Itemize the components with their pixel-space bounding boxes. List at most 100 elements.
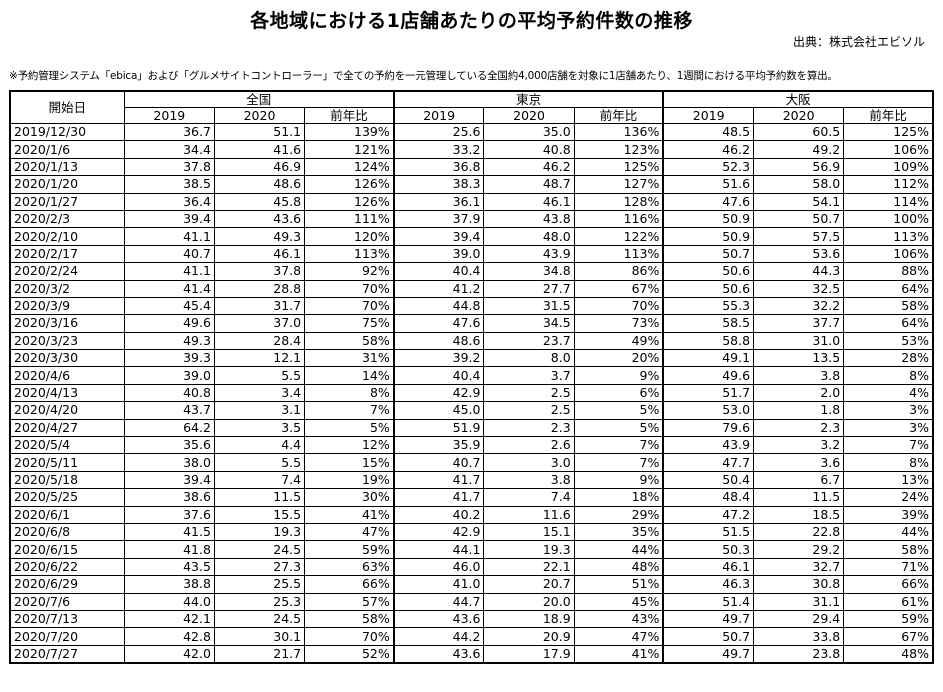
osaka-2020-cell: 29.2	[753, 540, 845, 559]
table-row: 2020/7/13 42.1 24.5 58% 43.6 18.9 43% 49.7 29.4 5…	[9, 609, 934, 629]
osaka-2020-cell: 31.1	[753, 592, 845, 611]
national-yoy-cell: 92%	[304, 262, 395, 281]
osaka-2020-cell: 31.0	[753, 331, 845, 351]
tokyo-2019-cell: 36.8	[392, 157, 485, 177]
osaka-2020-cell: 32.7	[753, 557, 845, 577]
tokyo-2019-cell: 39.2	[392, 349, 485, 368]
national-2020-cell: 30.1	[213, 627, 306, 646]
osaka-yoy-cell: 7%	[843, 436, 934, 455]
national-2020-cell: 4.4	[213, 436, 306, 455]
tokyo-2019-cell: 35.9	[392, 436, 485, 455]
osaka-2019-cell: 50.6	[662, 279, 755, 298]
tokyo-yoy-cell: 45%	[573, 592, 664, 611]
start-date-cell: 2020/6/22	[9, 557, 125, 577]
national-2020-cell: 15.5	[213, 505, 306, 524]
tokyo-2020-cell: 2.6	[483, 436, 575, 455]
start-date-cell: 2020/6/15	[9, 540, 125, 559]
tokyo-2019-cell: 45.0	[392, 401, 485, 420]
tokyo-2019-cell: 41.0	[392, 575, 485, 594]
tokyo-yoy-cell: 70%	[573, 296, 664, 316]
national-yoy-cell: 111%	[304, 209, 395, 229]
osaka-yoy-cell: 100%	[843, 209, 934, 229]
tokyo-yoy-cell: 44%	[573, 540, 664, 559]
national-2020-cell: 48.6	[213, 175, 306, 194]
table-row: 2020/5/4 35.6 4.4 12% 35.9 2.6 7% 43.9 3.2 7%	[9, 436, 934, 455]
osaka-2020-cell: 22.8	[753, 522, 845, 542]
osaka-2019-cell: 51.6	[662, 175, 755, 194]
osaka-2019-cell: 58.5	[662, 314, 755, 333]
tokyo-2020-cell: 48.7	[483, 175, 575, 194]
start-date-cell: 2020/4/20	[9, 401, 125, 420]
tokyo-2019-cell: 25.6	[392, 122, 485, 142]
osaka-yoy-cell: 113%	[843, 227, 934, 246]
osaka-2019-cell: 58.8	[662, 331, 755, 351]
tokyo-2019-cell: 51.9	[392, 418, 485, 438]
osaka-yoy-cell: 24%	[843, 488, 934, 507]
start-date-cell: 2020/6/1	[9, 505, 125, 524]
national-yoy-cell: 70%	[304, 279, 395, 298]
tokyo-yoy-cell: 48%	[573, 557, 664, 577]
tokyo-2020-cell: 20.7	[483, 575, 575, 594]
national-2019-cell: 49.3	[123, 331, 215, 351]
national-2019-cell: 38.0	[123, 453, 215, 472]
tokyo-2019-cell: 44.7	[392, 592, 485, 611]
national-2019-cell: 35.6	[123, 436, 215, 455]
tokyo-2020-cell: 34.5	[483, 314, 575, 333]
national-2020-cell: 37.0	[213, 314, 306, 333]
national-2020-cell: 46.9	[213, 157, 306, 177]
tokyo-yoy-cell: 51%	[573, 575, 664, 594]
tokyo-2020-cell: 2.5	[483, 383, 575, 403]
osaka-2020-cell: 29.4	[753, 609, 845, 629]
osaka-2020-cell: 13.5	[753, 349, 845, 368]
osaka-2020-cell: 2.0	[753, 383, 845, 403]
tokyo-2020-cell: 46.1	[483, 192, 575, 211]
tokyo-yoy-cell: 7%	[573, 436, 664, 455]
tokyo-yoy-cell: 9%	[573, 366, 664, 385]
table-row: 2020/4/6 39.0 5.5 14% 40.4 3.7 9% 49.6 3.8 8%	[9, 366, 934, 385]
tokyo-2019-cell: 40.4	[392, 262, 485, 281]
osaka-2020-cell: 3.8	[753, 366, 845, 385]
tokyo-yoy-cell: 128%	[573, 192, 664, 211]
tokyo-2020-cell: 48.0	[483, 227, 575, 246]
tokyo-2020-cell: 27.7	[483, 279, 575, 298]
table-row: 2020/4/13 40.8 3.4 8% 42.9 2.5 6% 51.7 2.0 4%	[9, 383, 934, 403]
osaka-2019-cell: 50.4	[662, 470, 755, 490]
osaka-2020-cell: 3.2	[753, 436, 845, 455]
osaka-yoy-cell: 61%	[843, 592, 934, 611]
tokyo-2019-cell: 47.6	[392, 314, 485, 333]
national-yoy-cell: 126%	[304, 192, 395, 211]
national-yoy-cell: 113%	[304, 244, 395, 264]
table-row: 2020/2/3 39.4 43.6 111% 37.9 43.8 116% 50.9 50.7…	[9, 209, 934, 229]
national-yoy-cell: 47%	[304, 522, 395, 542]
table-row: 2020/4/27 64.2 3.5 5% 51.9 2.3 5% 79.6 2.3 3%	[9, 418, 934, 438]
col-header-yoy: 前年比	[573, 107, 664, 124]
national-2019-cell: 39.4	[123, 470, 215, 490]
start-date-cell: 2020/5/4	[9, 436, 125, 455]
tokyo-2020-cell: 2.5	[483, 401, 575, 420]
national-yoy-cell: 121%	[304, 140, 395, 159]
start-date-cell: 2020/7/13	[9, 609, 125, 629]
national-2020-cell: 45.8	[213, 192, 306, 211]
osaka-2019-cell: 55.3	[662, 296, 755, 316]
table-row: 2020/1/20 38.5 48.6 126% 38.3 48.7 127% 51.6 58.…	[9, 175, 934, 194]
osaka-2020-cell: 53.6	[753, 244, 845, 264]
national-2020-cell: 24.5	[213, 540, 306, 559]
national-2020-cell: 28.4	[213, 331, 306, 351]
osaka-2020-cell: 2.3	[753, 418, 845, 438]
national-2019-cell: 41.8	[123, 540, 215, 559]
national-2019-cell: 36.4	[123, 192, 215, 211]
tokyo-yoy-cell: 43%	[573, 609, 664, 629]
osaka-2019-cell: 48.4	[662, 488, 755, 507]
start-date-cell: 2019/12/30	[9, 122, 125, 142]
osaka-2019-cell: 79.6	[662, 418, 755, 438]
osaka-yoy-cell: 28%	[843, 349, 934, 368]
national-2020-cell: 46.1	[213, 244, 306, 264]
region-header-national: 全国	[123, 90, 395, 108]
national-yoy-cell: 31%	[304, 349, 395, 368]
national-2019-cell: 41.4	[123, 279, 215, 298]
tokyo-yoy-cell: 18%	[573, 488, 664, 507]
tokyo-2020-cell: 23.7	[483, 331, 575, 351]
tokyo-2019-cell: 44.8	[392, 296, 485, 316]
tokyo-yoy-cell: 47%	[573, 627, 664, 646]
national-2020-cell: 3.4	[213, 383, 306, 403]
